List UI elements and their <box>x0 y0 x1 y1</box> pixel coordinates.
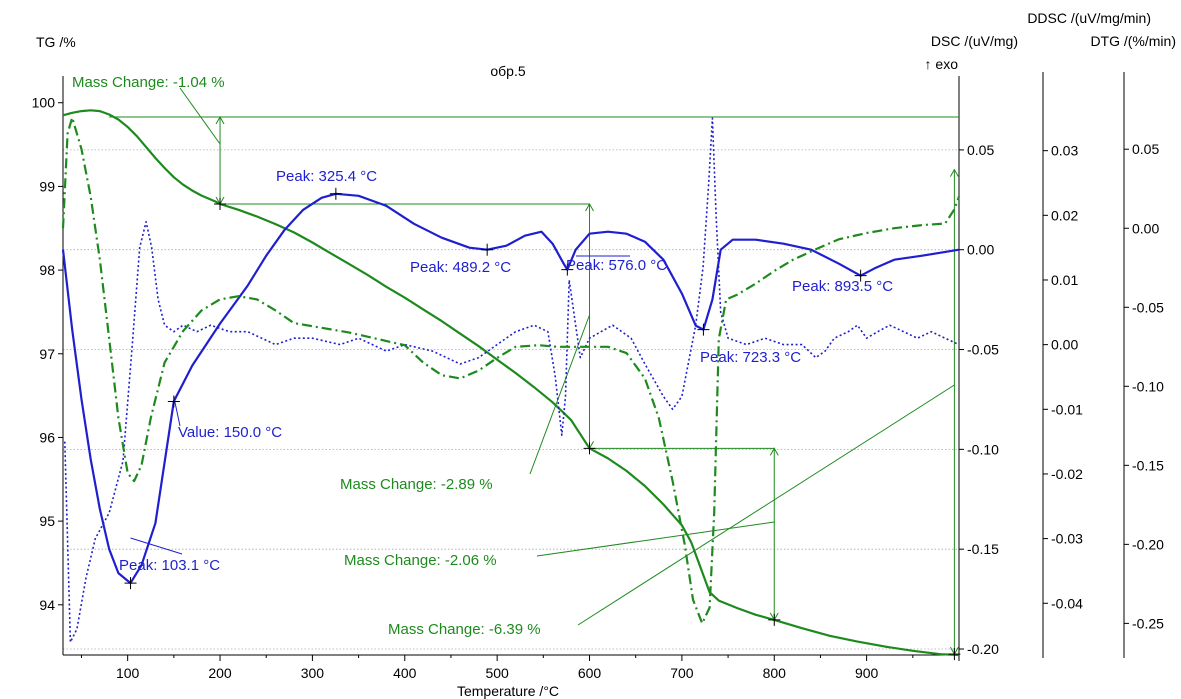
ddsc-tick-label-0.03: 0.03 <box>1051 143 1078 159</box>
peak-489-label: Peak: 489.2 °C <box>410 259 511 276</box>
peak-576-label: Peak: 576.0 °C <box>566 257 667 274</box>
tg-series-line <box>62 109 960 657</box>
mass-change-2-label: Mass Change: -2.89 % <box>340 476 493 493</box>
ddsc-tick-label--0.04: -0.04 <box>1051 595 1083 611</box>
mc1-arrow-head-top <box>215 115 225 125</box>
peak-103-label: Peak: 103.1 °C <box>119 557 220 574</box>
ddsc-tick-label--0.01: -0.01 <box>1051 401 1083 417</box>
x-tick-label-500: 500 <box>485 665 509 681</box>
tg-tick-label-100: 100 <box>32 95 56 111</box>
marker-tg-1 <box>583 442 596 455</box>
dtg-tick-label--0.15: -0.15 <box>1132 457 1164 473</box>
x-tick-label-700: 700 <box>670 665 694 681</box>
ddsc-tick-label--0.03: -0.03 <box>1051 531 1083 547</box>
annotations: Mass Change: -1.04 % Mass Change: -2.89 … <box>72 74 893 638</box>
plot-layer: 94 95 96 97 98 99 100 100 200 300 400 500 600 700 800 9… <box>32 72 1164 681</box>
peak-893-label: Peak: 893.5 °C <box>792 278 893 295</box>
dtg-series-line <box>61 116 961 625</box>
mass-change-4-label: Mass Change: -6.39 % <box>388 621 541 638</box>
dsc-series-line <box>61 192 960 585</box>
ddsc-axis-label: DDSC /(uV/mg/min) <box>1027 10 1151 26</box>
tg-tick-label-96: 96 <box>39 429 55 445</box>
dsc-tick-label--0.10: -0.10 <box>967 441 999 457</box>
tg-tick-label-97: 97 <box>39 346 55 362</box>
mc2-arrow-head-top <box>585 202 594 212</box>
x-tick-label-300: 300 <box>301 665 325 681</box>
dtg-tick-label--0.20: -0.20 <box>1132 536 1164 552</box>
tg-axis-label: TG /% <box>36 34 76 50</box>
x-axis-label: Temperature /°C <box>457 683 559 699</box>
x-tick-label-800: 800 <box>763 665 787 681</box>
dsc-tick-label-0.05: 0.05 <box>967 142 994 158</box>
mc4-arrow-head-top <box>949 168 959 177</box>
x-tick-label-200: 200 <box>208 665 232 681</box>
value-150-label: Value: 150.0 °C <box>178 424 282 441</box>
dsc-tick-label--0.15: -0.15 <box>967 541 999 557</box>
dtg-tick-label--0.05: -0.05 <box>1132 299 1164 315</box>
dsc-axis-label: DSC /(uV/mg) <box>931 33 1018 49</box>
ddsc-tick-label-0.02: 0.02 <box>1051 207 1078 223</box>
marker-dsc-9 <box>697 323 710 336</box>
ddsc-tick-label-0.00: 0.00 <box>1051 337 1078 353</box>
tg-tick-label-94: 94 <box>39 597 55 613</box>
marker-dsc-7 <box>481 243 494 256</box>
mc2-leader <box>529 314 590 475</box>
dtg-tick-label--0.10: -0.10 <box>1132 378 1164 394</box>
tg-tick-label-99: 99 <box>39 178 55 194</box>
marker-dsc-5 <box>167 395 180 408</box>
peak-723-label: Peak: 723.3 °C <box>700 349 801 366</box>
mc3-arrow-head-top <box>769 447 779 456</box>
x-tick-label-900: 900 <box>855 665 879 681</box>
mc1-leader <box>179 87 221 145</box>
x-tick-label-400: 400 <box>393 665 417 681</box>
mc3-leader <box>536 521 775 557</box>
marker-tg-0 <box>214 197 227 210</box>
mc4-leader <box>577 384 955 626</box>
chart-title: обр.5 <box>490 63 525 79</box>
mass-change-1-label: Mass Change: -1.04 % <box>72 74 225 91</box>
marker-dsc-4 <box>124 577 137 590</box>
peak-325-label: Peak: 325.4 °C <box>276 168 377 185</box>
marker-dsc-6 <box>329 187 342 200</box>
dtg-axis-label: DTG /(%/min) <box>1090 33 1176 49</box>
ddsc-tick-label--0.02: -0.02 <box>1051 466 1083 482</box>
dsc-tick-label--0.20: -0.20 <box>967 641 999 657</box>
ddsc-tick-label-0.01: 0.01 <box>1051 272 1078 288</box>
x-tick-label-600: 600 <box>578 665 602 681</box>
marker-dsc-10 <box>854 269 867 282</box>
marker-dsc-8 <box>561 263 574 276</box>
dtg-tick-label-0.00: 0.00 <box>1132 220 1159 236</box>
dsc-tick-label--0.05: -0.05 <box>967 342 999 358</box>
marker-tg-2 <box>768 613 781 626</box>
mass-change-3-label: Mass Change: -2.06 % <box>344 552 497 569</box>
peak103-leader <box>130 537 183 555</box>
tg-tick-label-98: 98 <box>39 262 55 278</box>
x-tick-label-100: 100 <box>116 665 140 681</box>
marker-tg-3 <box>948 648 961 661</box>
tg-tick-label-95: 95 <box>39 513 55 529</box>
exo-indicator: ↑ exo <box>925 56 959 72</box>
dtg-tick-label--0.25: -0.25 <box>1132 615 1164 631</box>
dsc-tick-label-0.00: 0.00 <box>967 242 994 258</box>
dtg-tick-label-0.05: 0.05 <box>1132 141 1159 157</box>
